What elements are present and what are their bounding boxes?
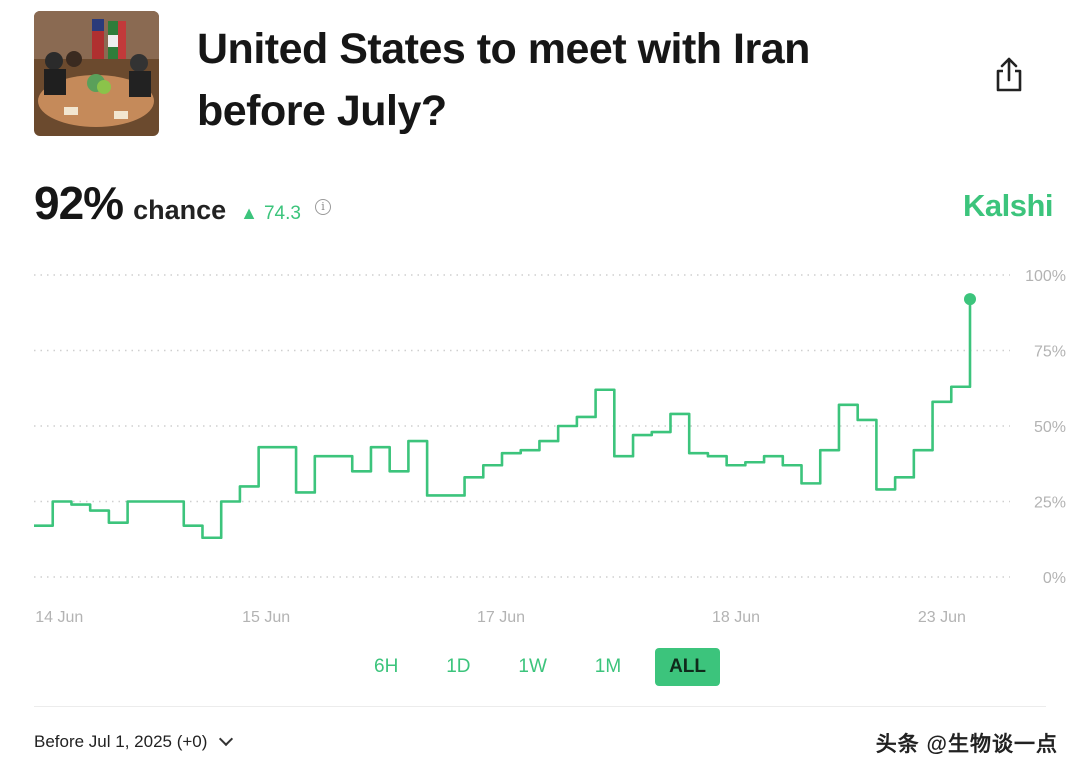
x-tick-label: 17 Jun [477,609,525,626]
divider [34,706,1046,707]
market-title: United States to meet with Iran before J… [197,25,810,135]
series-line [34,299,972,540]
share-icon[interactable] [992,56,1026,94]
range-button-1w[interactable]: 1W [518,656,547,677]
x-tick-label: 14 Jun [35,609,83,626]
triangle-up-icon: ▲ [240,203,258,223]
watermark: 头条 @生物谈一点 [875,733,1058,756]
contract-label: Before Jul 1, 2025 (+0) [34,732,208,751]
chance-percent: 92% [34,177,124,229]
y-tick-label: 75% [1034,344,1066,361]
y-tick-label: 0% [1043,570,1066,587]
chance-label: chance [133,195,227,225]
contract-selector[interactable]: Before Jul 1, 2025 (+0) [34,731,234,752]
info-icon[interactable]: i [314,199,331,215]
time-range-selector: 6H 1D 1W 1M ALL [360,647,720,687]
end-point-marker [964,293,976,306]
price-chart: 100% 75% 50% 25% 0% 14 Jun 15 Jun 17 Jun 18 Jun 2… [0,250,1080,640]
y-tick-label: 25% [1034,495,1066,512]
range-button-1m[interactable]: 1M [594,656,622,677]
range-button-6h[interactable]: 6H [374,656,399,677]
x-tick-label: 15 Jun [242,609,290,626]
y-tick-label: 100% [1025,268,1066,285]
odds-summary: 92% chance ▲ 74.3 i [34,176,331,236]
range-button-all[interactable]: ALL [655,648,720,686]
brand-logo: Kalshi [962,188,1054,223]
delta-value: 74.3 [263,203,301,224]
x-tick-label: 23 Jun [918,609,966,626]
market-thumbnail [34,11,159,136]
chance-delta: ▲ 74.3 [240,203,301,225]
range-button-1d[interactable]: 1D [446,656,471,677]
chevron-down-icon [219,731,234,747]
x-tick-label: 18 Jun [712,609,760,626]
y-tick-label: 50% [1034,419,1066,436]
